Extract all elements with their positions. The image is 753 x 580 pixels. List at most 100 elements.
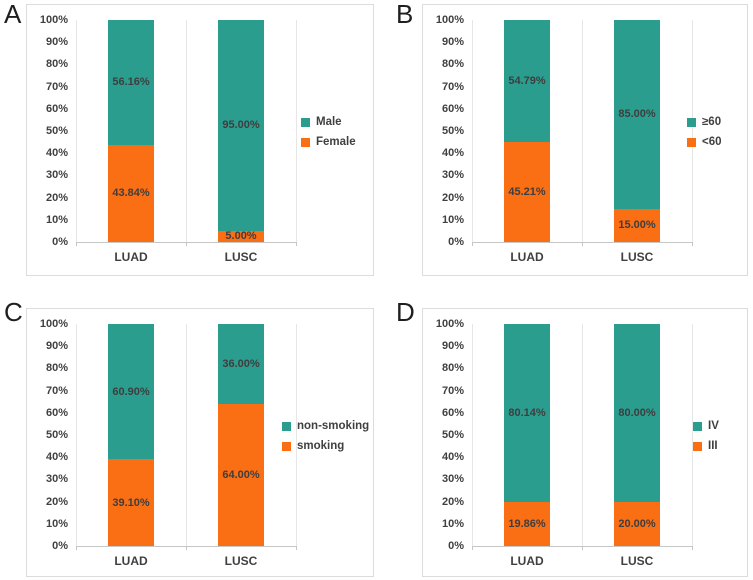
bar-segment-non-smoking: 60.90% — [108, 324, 154, 460]
y-axis-tick-label: 50% — [441, 429, 464, 441]
panel-label-c: C — [4, 297, 23, 327]
panel-a: 100% 90% 80% 70% 60% 50% 40% 30% 20% 10% 0% 43.84% 5… — [26, 4, 374, 276]
legend-item-IV: IV — [693, 420, 719, 433]
x-axis-line — [472, 546, 692, 547]
y-axis-tick-label: 10% — [441, 517, 464, 530]
category-boundary-gridline — [472, 20, 473, 242]
y-axis-tick-label: 0% — [52, 540, 68, 552]
legend-swatch-icon — [687, 138, 696, 147]
data-label: 95.00% — [222, 119, 260, 132]
y-axis-tick-label: 10% — [45, 213, 68, 226]
bar-segment-Male: 56.16% — [108, 20, 154, 145]
category-boundary-gridline — [296, 324, 297, 546]
plot-area: 45.21% 54.79% 15.00% 85.00% — [472, 20, 693, 246]
category-boundary-gridline — [186, 324, 187, 546]
legend-swatch-icon — [282, 442, 291, 451]
plot-area: 19.86% 80.14% 20.00% 80.00% — [472, 324, 693, 550]
y-axis-tick-label: 20% — [441, 495, 464, 508]
legend-item-≥60: ≥60 — [687, 116, 722, 129]
y-axis-tick-label: 60% — [45, 102, 68, 115]
legend: ≥60 <60 — [687, 116, 722, 156]
panel-label-d: D — [396, 297, 415, 327]
bar-segment-<60: 15.00% — [614, 208, 660, 242]
stacked-bar-chart-gender: 100% 90% 80% 70% 60% 50% 40% 30% 20% 10% 0% 43.84% 5… — [27, 5, 373, 275]
y-axis-tick-label: 80% — [441, 58, 464, 71]
category-label-LUAD: LUAD — [114, 554, 148, 568]
category-boundary-gridline — [692, 324, 693, 546]
y-axis-tick-label: 40% — [441, 451, 464, 464]
category-boundary-gridline — [582, 20, 583, 242]
y-axis-tick-label: 0% — [52, 236, 68, 248]
data-label: 5.00% — [225, 230, 257, 243]
category-boundary-gridline — [692, 20, 693, 242]
y-axis-tick-label: 20% — [441, 191, 464, 204]
category-label-LUSC: LUSC — [224, 250, 258, 264]
category-boundary-gridline — [76, 324, 77, 546]
legend-item-Male: Male — [301, 116, 356, 129]
y-axis-tick-label: 40% — [45, 147, 68, 160]
data-label: 80.14% — [508, 406, 546, 419]
legend-swatch-icon — [282, 422, 291, 431]
legend: Male Female — [301, 116, 356, 156]
y-axis-tick-label: 90% — [45, 36, 68, 49]
bar-segment-≥60: 54.79% — [504, 20, 550, 142]
x-axis-tick-mark — [186, 546, 187, 550]
data-label: 64.00% — [222, 468, 260, 481]
y-axis-tick-label: 30% — [45, 473, 68, 486]
legend-item-smoking: smoking — [282, 440, 369, 453]
legend: non-smoking smoking — [282, 420, 369, 460]
legend-swatch-icon — [301, 138, 310, 147]
legend-label: <60 — [702, 136, 722, 148]
bar-segment-III: 19.86% — [504, 501, 550, 546]
data-label: 19.86% — [508, 517, 546, 530]
y-axis-tick-label: 40% — [45, 451, 68, 464]
y-axis-tick-label: 30% — [441, 169, 464, 182]
x-axis-line — [472, 242, 692, 243]
y-axis-tick-label: 70% — [441, 80, 464, 93]
y-axis-tick-label: 80% — [441, 362, 464, 375]
legend: IV III — [693, 420, 719, 460]
y-axis-tick-label: 90% — [45, 340, 68, 353]
legend-label: III — [708, 440, 718, 452]
bar-segment-smoking: 64.00% — [218, 403, 264, 546]
y-axis-tick-label: 100% — [435, 14, 464, 26]
y-axis-tick-label: 90% — [441, 36, 464, 49]
y-axis-tick-label: 0% — [448, 540, 464, 552]
plot-area: 39.10% 60.90% 64.00% 36.00% — [76, 324, 297, 550]
y-axis-tick-label: 70% — [45, 384, 68, 397]
data-label: 85.00% — [618, 108, 656, 121]
bar-segment-smoking: 39.10% — [108, 459, 154, 546]
y-axis-tick-label: 100% — [39, 318, 68, 330]
x-axis-tick-mark — [582, 546, 583, 550]
legend-swatch-icon — [693, 422, 702, 431]
x-axis-tick-mark — [472, 546, 473, 550]
legend-item-<60: <60 — [687, 136, 722, 149]
panel-label-b: B — [396, 0, 414, 29]
stacked-bar-chart-stage: 100% 90% 80% 70% 60% 50% 40% 30% 20% 10% 0% 19.86% 8… — [423, 309, 747, 576]
y-axis-tick-label: 10% — [45, 517, 68, 530]
x-axis-tick-mark — [296, 242, 297, 246]
legend-label: non-smoking — [297, 420, 370, 432]
panel-b: 100% 90% 80% 70% 60% 50% 40% 30% 20% 10% 0% 45.21% 5… — [422, 4, 748, 276]
bar-segment-III: 20.00% — [614, 501, 660, 546]
category-boundary-gridline — [472, 324, 473, 546]
bar-segment-Female: 43.84% — [108, 144, 154, 242]
category-boundary-gridline — [76, 20, 77, 242]
y-axis-tick-label: 50% — [45, 125, 68, 137]
legend-item-Female: Female — [301, 136, 356, 149]
stacked-bar-chart-age: 100% 90% 80% 70% 60% 50% 40% 30% 20% 10% 0% 45.21% 5… — [423, 5, 747, 275]
legend-swatch-icon — [693, 442, 702, 451]
x-axis-tick-mark — [186, 242, 187, 246]
category-label-LUSC: LUSC — [620, 250, 654, 264]
x-axis-line — [76, 242, 296, 243]
y-axis-tick-label: 20% — [45, 191, 68, 204]
category-boundary-gridline — [296, 20, 297, 242]
data-label: 60.90% — [112, 385, 150, 398]
category-boundary-gridline — [582, 324, 583, 546]
legend-swatch-icon — [301, 118, 310, 127]
bar-segment-Female: 5.00% — [218, 230, 264, 243]
x-axis-tick-mark — [692, 546, 693, 550]
y-axis-tick-label: 80% — [45, 58, 68, 71]
bar-segment-≥60: 85.00% — [614, 20, 660, 209]
x-axis-line — [76, 546, 296, 547]
